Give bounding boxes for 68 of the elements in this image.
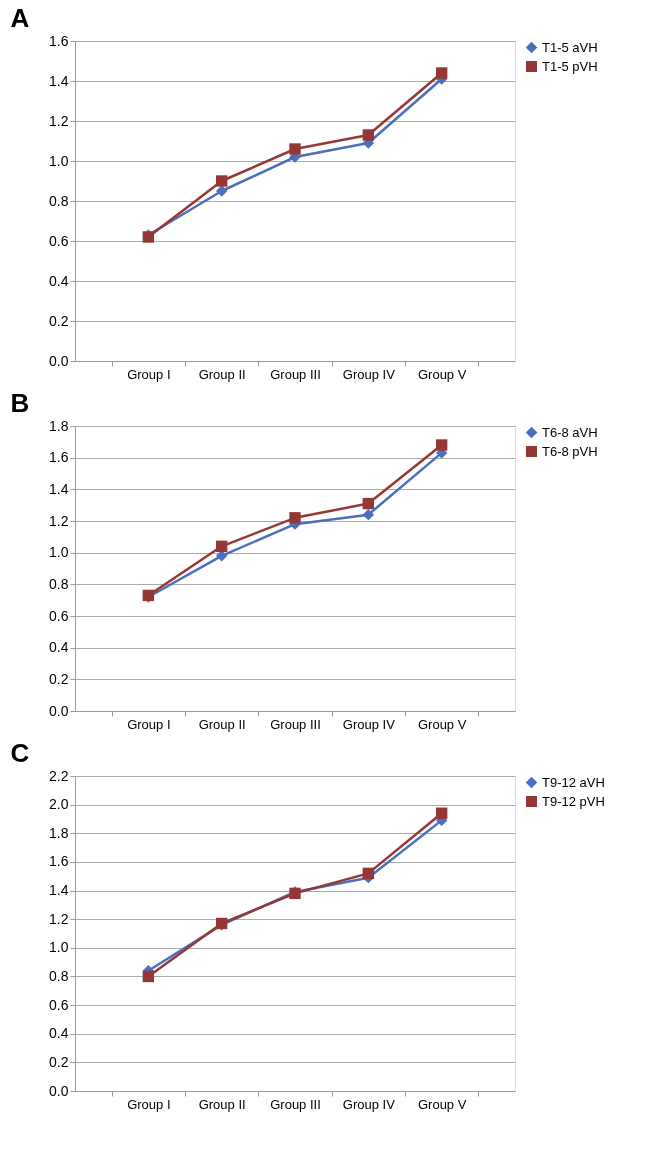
- x-tick-label: Group II: [198, 366, 246, 382]
- x-tick-label: Group V: [417, 1096, 467, 1112]
- chart-title: C: [10, 738, 30, 768]
- y-tick-label: 0.8: [49, 967, 69, 984]
- y-tick-label: 2.2: [49, 767, 69, 784]
- y-tick-label: 0.4: [49, 272, 69, 289]
- point: [435, 807, 448, 819]
- y-tick-label: 1.6: [49, 853, 69, 870]
- point: [289, 143, 301, 155]
- y-tick-label: 1.0: [49, 544, 69, 561]
- x-tick-label: Group V: [417, 366, 467, 382]
- point: [362, 129, 375, 141]
- x-tick-label: Group IV: [342, 366, 396, 382]
- y-tick-label: 1.4: [49, 480, 69, 497]
- x-tick-label: Group III: [270, 366, 321, 382]
- y-tick-label: 0.8: [49, 192, 69, 209]
- y-tick-label: 0.4: [49, 1025, 69, 1042]
- point: [289, 512, 301, 524]
- y-tick-label: 1.6: [49, 449, 69, 466]
- x-tick-label: Group III: [270, 1096, 321, 1112]
- y-tick-label: 0.0: [49, 702, 69, 719]
- x-tick-label: Group III: [270, 716, 321, 732]
- point: [435, 439, 448, 451]
- y-tick-label: 0.8: [49, 575, 69, 592]
- point: [362, 508, 375, 521]
- y-tick-label: 1.6: [49, 32, 69, 49]
- y-tick-label: 0.2: [49, 1053, 69, 1070]
- y-tick-label: 1.8: [49, 824, 69, 841]
- y-tick-label: 1.0: [49, 939, 69, 956]
- legend-label: T1-5 pVH: [542, 58, 598, 74]
- point: [362, 497, 375, 510]
- y-tick-label: 1.2: [49, 910, 69, 927]
- y-tick-label: 1.8: [49, 417, 69, 434]
- y-tick-label: 2.0: [49, 796, 69, 813]
- point: [435, 67, 448, 79]
- y-tick-label: 1.0: [49, 152, 69, 169]
- y-tick-label: 0.2: [49, 670, 69, 687]
- chart-title: A: [10, 3, 30, 33]
- y-tick-label: 0.0: [49, 352, 69, 369]
- y-tick-label: 0.6: [49, 996, 69, 1013]
- y-tick-label: 0.0: [49, 1082, 69, 1099]
- legend-label: T6-8 aVH: [542, 424, 598, 440]
- x-tick-label: Group I: [127, 366, 171, 382]
- legend-label: T9-12 aVH: [542, 774, 605, 790]
- x-tick-label: Group I: [127, 716, 171, 732]
- legend-label: T9-12 pVH: [542, 793, 605, 809]
- point: [215, 185, 228, 197]
- point: [215, 540, 228, 553]
- point: [215, 175, 228, 187]
- x-tick-label: Group II: [198, 1096, 246, 1112]
- x-tick-label: Group II: [198, 716, 246, 732]
- x-tick-label: Group IV: [342, 716, 396, 732]
- y-tick-label: 0.6: [49, 607, 69, 624]
- x-tick-label: Group I: [127, 1096, 171, 1112]
- x-tick-label: Group IV: [342, 1096, 396, 1112]
- y-tick-label: 0.6: [49, 232, 69, 249]
- point: [142, 970, 155, 983]
- y-tick-label: 1.2: [49, 512, 69, 529]
- y-tick-label: 1.4: [49, 72, 69, 89]
- y-tick-label: 1.2: [49, 112, 69, 129]
- chart-title: B: [10, 388, 30, 418]
- y-tick-label: 1.4: [49, 882, 69, 899]
- legend-label: T6-8 pVH: [542, 443, 598, 459]
- x-tick-label: Group V: [417, 716, 467, 732]
- legend-label: T1-5 aVH: [542, 39, 598, 55]
- y-tick-label: 0.4: [49, 639, 69, 656]
- point: [362, 867, 375, 880]
- y-tick-label: 0.2: [49, 312, 69, 329]
